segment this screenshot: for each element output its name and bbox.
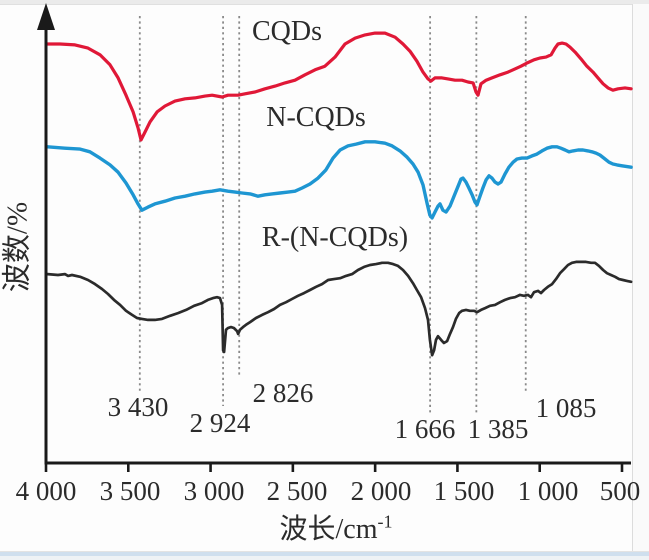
y-axis-title: 波数/% xyxy=(1,201,34,293)
series-label-r-n-cqds: R-(N-CQDs) xyxy=(261,222,409,253)
x-tick-label-1000: 1 000 xyxy=(517,476,579,506)
peak-label-1085: 1 085 xyxy=(535,393,597,423)
x-tick-label-4000: 4 000 xyxy=(15,476,77,506)
peak-label-2924: 2 924 xyxy=(189,408,251,438)
curve-n-cqds xyxy=(45,140,633,220)
x-tick-label-1500: 1 500 xyxy=(433,476,495,506)
reference-lines-group xyxy=(138,16,527,413)
page-border-bottom-accent xyxy=(0,552,649,556)
page-border-bottom-line xyxy=(0,551,649,552)
page-right-gutter xyxy=(633,4,649,551)
series-label-cqds: CQDs xyxy=(251,16,323,47)
page-border-right xyxy=(632,4,633,551)
x-axis-title-exponent: -1 xyxy=(377,511,393,532)
peak-label-1666: 1 666 xyxy=(394,414,456,444)
x-tick-label-2500: 2 500 xyxy=(266,476,328,506)
y-axis-arrow-icon xyxy=(37,3,55,30)
page-border-bottom-gutter xyxy=(0,556,649,560)
peak-label-3430: 3 430 xyxy=(107,392,169,422)
x-axis-title-base: 波长/cm xyxy=(279,514,378,545)
curve-cqds xyxy=(45,31,633,142)
x-axis-title: 波长/cm-1 xyxy=(279,513,393,545)
peak-label-1385: 1 385 xyxy=(467,414,529,444)
x-tick-label-500: 500 xyxy=(599,476,641,506)
x-tick-label-2000: 2 000 xyxy=(350,476,412,506)
curves-group xyxy=(45,31,633,357)
x-tick-label-3000: 3 000 xyxy=(183,476,245,506)
x-tick-label-3500: 3 500 xyxy=(99,476,161,506)
page-border-top xyxy=(0,0,649,5)
series-label-n-cqds: N-CQDs xyxy=(266,102,366,133)
curve-r-n-cqds xyxy=(46,260,633,357)
peak-label-2826: 2 826 xyxy=(252,378,314,408)
